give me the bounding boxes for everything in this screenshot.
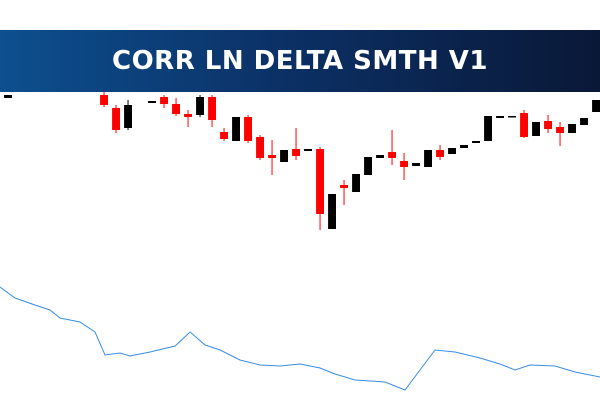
candle-body	[520, 113, 528, 137]
candle-body	[244, 117, 252, 141]
title-banner: CORR LN DELTA SMTH V1	[0, 30, 600, 92]
candle-body	[208, 97, 216, 120]
chart-title: CORR LN DELTA SMTH V1	[111, 46, 488, 76]
candle-body	[400, 161, 408, 167]
candle-body	[148, 101, 156, 103]
candle-body	[172, 104, 180, 114]
candle-body	[316, 149, 324, 214]
candle-body	[220, 132, 228, 139]
candle-body	[460, 145, 468, 148]
candle-body	[544, 121, 552, 129]
candle-body	[592, 100, 600, 112]
candle-body	[328, 194, 336, 229]
candle-body	[364, 157, 372, 175]
candle-body	[568, 124, 576, 133]
candle-body	[472, 141, 480, 143]
candle-body	[124, 105, 132, 128]
candle-body	[436, 150, 444, 157]
candle-body	[232, 117, 240, 141]
candle-body	[448, 148, 456, 154]
candle-body	[532, 122, 540, 136]
candle-body	[280, 150, 288, 162]
candle-body	[304, 149, 312, 151]
candle-body	[112, 108, 120, 130]
candle-body	[340, 185, 348, 188]
candle-body	[256, 137, 264, 158]
candle-body	[484, 116, 492, 141]
candle-body	[556, 127, 564, 133]
candle-body	[376, 155, 384, 158]
candle-body	[196, 97, 204, 115]
indicator-line	[0, 286, 600, 391]
candle-body	[412, 163, 420, 166]
candle-body	[100, 95, 108, 105]
candle-body	[388, 152, 396, 158]
candle-body	[508, 116, 516, 118]
candle-body	[580, 118, 588, 125]
candle-body	[160, 97, 168, 104]
candle-body	[424, 150, 432, 167]
candle-body	[268, 155, 276, 158]
candle-body	[184, 114, 192, 117]
candle-body	[496, 116, 504, 118]
candle-body	[292, 149, 300, 156]
candle-body	[352, 174, 360, 192]
candle-body	[4, 95, 12, 98]
